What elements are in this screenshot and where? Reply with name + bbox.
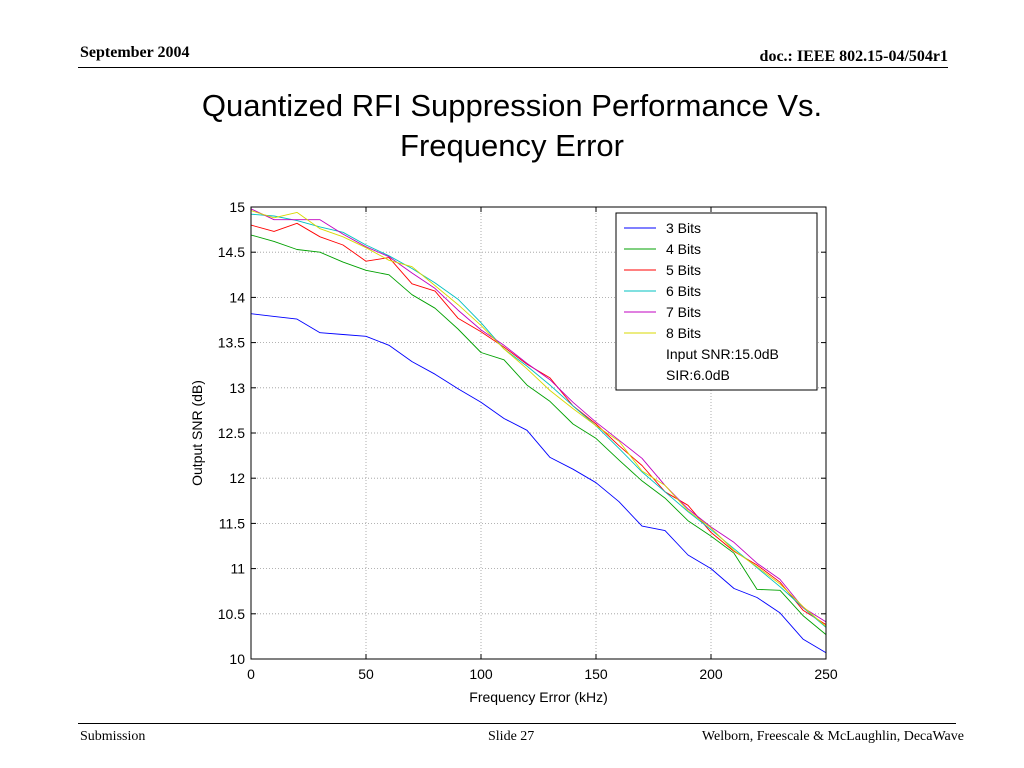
- y-tick-label: 13: [229, 380, 245, 396]
- y-tick-label: 10.5: [218, 606, 245, 622]
- y-tick-label: 14: [229, 289, 245, 305]
- header-rule: [78, 67, 948, 68]
- y-tick-label: 15: [229, 199, 245, 215]
- ticks: 0 50 100 150 200 250 10 10.5 11 11.5 12 12.5 13 13.5 1…: [218, 199, 838, 682]
- x-tick-label: 100: [469, 666, 493, 682]
- legend-note: SIR:6.0dB: [666, 367, 730, 383]
- y-tick-label: 14.5: [218, 244, 245, 260]
- legend-note: Input SNR:15.0dB: [666, 346, 779, 362]
- legend-entry-label: 5 Bits: [666, 262, 701, 278]
- series-line-6-bits: [250, 213, 827, 628]
- series-line-8-bits: [250, 210, 827, 627]
- footer-submission: Submission: [80, 729, 146, 744]
- legend-entry-label: 8 Bits: [666, 325, 701, 341]
- y-tick-label: 12: [229, 470, 245, 486]
- series-line-7-bits: [250, 208, 827, 623]
- y-axis-label: Output SNR (dB): [189, 380, 205, 486]
- slide-title-line-1: Quantized RFI Suppression Performance Vs…: [201, 88, 823, 123]
- footer-slide-number: Slide 27: [488, 729, 535, 744]
- y-tick-label: 13.5: [218, 335, 245, 351]
- x-tick-label: 150: [584, 666, 608, 682]
- legend-entry-label: 6 Bits: [666, 283, 701, 299]
- series-line-4-bits: [250, 234, 827, 635]
- y-tick-label: 11.5: [219, 515, 245, 531]
- series-line-3-bits: [250, 313, 827, 654]
- slide-title-line-2: Frequency Error: [400, 128, 624, 163]
- legend-entry-label: 4 Bits: [666, 241, 701, 257]
- y-tick-label: 11: [230, 561, 245, 577]
- footer-authors: Welborn, Freescale & McLaughlin, DecaWav…: [701, 729, 964, 744]
- legend-entry-label: 7 Bits: [666, 304, 701, 320]
- legend-box: [615, 212, 818, 391]
- header-date: September 2004: [80, 44, 190, 61]
- x-tick-label: 50: [358, 666, 374, 682]
- slide-title: Quantized RFI Suppression Performance Vs…: [150, 86, 874, 166]
- series-lines: [250, 208, 827, 654]
- legend: 3 Bits 4 Bits 5 Bits 6 Bits 7 Bits 8 Bits Inpu…: [615, 212, 818, 391]
- x-tick-label: 200: [699, 666, 723, 682]
- y-tick-label: 12.5: [218, 425, 245, 441]
- y-tick-label: 10: [229, 651, 245, 667]
- x-tick-label: 250: [814, 666, 838, 682]
- footer-rule: [78, 723, 956, 724]
- x-axis-label: Frequency Error (kHz): [469, 689, 607, 705]
- legend-entry-label: 3 Bits: [666, 220, 701, 236]
- header-doc-id: doc.: IEEE 802.15-04/504r1: [759, 48, 948, 65]
- x-tick-label: 0: [247, 666, 255, 682]
